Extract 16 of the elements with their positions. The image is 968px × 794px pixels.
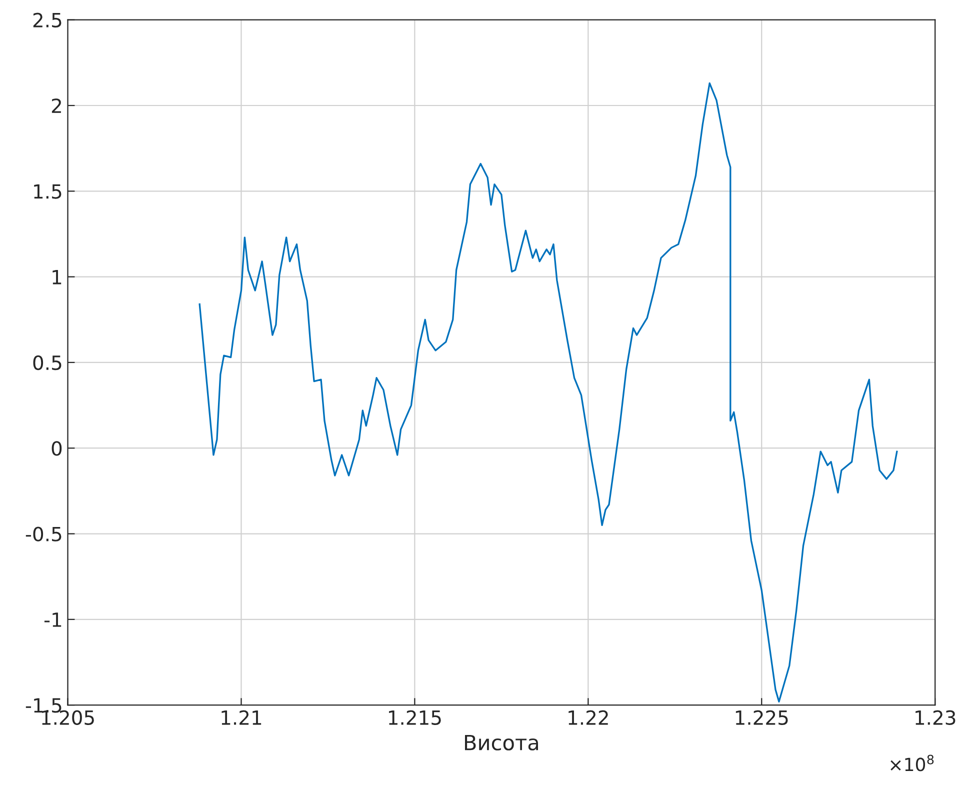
y-tick-label: 2 (52, 98, 61, 113)
text: ×10$^{8}$ (890, 754, 934, 772)
x-tick-label: 1.22 (568, 710, 608, 725)
x-axis-title: Висота (465, 734, 538, 750)
y-tick-label: -1 (44, 612, 62, 627)
x-tick-label: 1.21 (222, 710, 262, 725)
line-series (198, 82, 898, 702)
y-tick-label: 0 (52, 441, 62, 456)
y-tick-label: 2.5 (33, 12, 62, 28)
x-tick-label: 1.215 (388, 710, 441, 725)
x-tick-label: 1.225 (736, 710, 788, 725)
y-tick-label: -0.5 (26, 526, 62, 542)
y-tick-label: 0.5 (33, 355, 62, 370)
y-tick-label: 1.5 (34, 184, 62, 199)
y-tick-label: 1 (52, 270, 62, 284)
x-tick-label: 1.23 (916, 710, 956, 725)
